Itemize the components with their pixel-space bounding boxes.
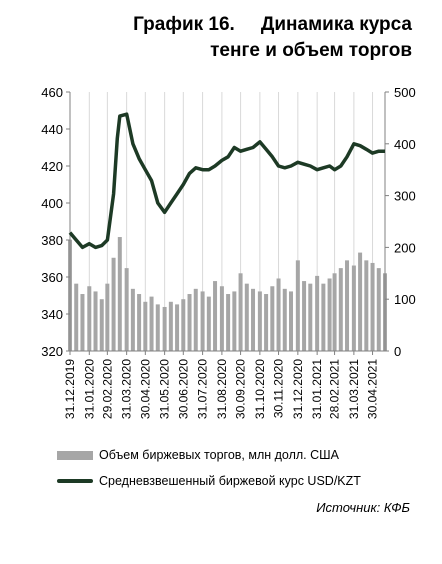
volume-bar — [80, 294, 85, 351]
y-left-tick-label: 320 — [41, 344, 63, 359]
legend-label-volume: Объем биржевых торгов, млн долл. США — [99, 448, 339, 462]
x-tick-label: 31.05.2020 — [158, 359, 172, 419]
volume-bar — [74, 283, 79, 351]
x-tick-label: 31.07.2020 — [196, 359, 210, 419]
legend-swatch-line — [57, 479, 93, 483]
volume-bar — [332, 273, 337, 351]
volume-bar — [168, 301, 173, 351]
volume-bar — [364, 260, 369, 351]
y-left-tick-label: 440 — [41, 122, 63, 137]
y-right-tick-label: 400 — [394, 137, 416, 152]
x-tick-label: 30.04.2021 — [366, 359, 380, 419]
volume-bar — [295, 260, 300, 351]
volume-bar — [226, 294, 231, 351]
volume-bar — [193, 288, 198, 351]
volume-bar — [288, 291, 293, 351]
volume-bar — [117, 237, 122, 351]
legend-label-rate: Средневзвешенный биржевой курс USD/KZT — [99, 474, 361, 488]
x-tick-label: 30.04.2020 — [138, 359, 152, 419]
x-tick-label: 31.03.2021 — [347, 359, 361, 419]
y-left-tick-label: 340 — [41, 307, 63, 322]
x-tick-label: 28.02.2021 — [328, 359, 342, 419]
volume-bar — [200, 291, 205, 351]
volume-bar — [315, 275, 320, 351]
chart-title-line1: Динамика курса — [260, 14, 412, 35]
x-tick-label: 30.06.2020 — [176, 359, 190, 419]
volume-bar — [187, 294, 192, 351]
x-tick-label: 31.12.2020 — [291, 359, 305, 419]
x-tick-label: 31.03.2020 — [120, 359, 134, 419]
chart-title-line2: тенге и объем торгов — [210, 40, 412, 61]
volume-bar — [327, 278, 332, 351]
volume-bar — [206, 296, 211, 351]
x-tick-label: 31.01.2021 — [310, 359, 324, 419]
volume-bar — [321, 283, 326, 351]
x-tick-label: 30.09.2020 — [234, 359, 248, 419]
volume-bar — [162, 306, 167, 351]
y-right-tick-label: 300 — [394, 189, 416, 204]
volume-bar — [302, 281, 307, 351]
volume-bar — [282, 288, 287, 351]
volume-bar — [345, 260, 350, 351]
y-right-tick-label: 100 — [394, 292, 416, 307]
volume-bar — [130, 288, 135, 351]
volume-bar — [308, 283, 313, 351]
x-tick-label: 30.11.2020 — [272, 359, 286, 418]
volume-bar — [99, 299, 104, 351]
volume-bar — [232, 291, 237, 351]
x-tick-label: 29.02.2020 — [100, 359, 114, 419]
x-tick-label: 31.12.2019 — [63, 359, 77, 419]
y-axis-left-labels: 320 340 360 380 400 420 440 460 — [41, 85, 70, 359]
volume-bar — [149, 296, 154, 351]
source-note: Источник: КФБ — [316, 500, 410, 515]
rate-line — [68, 112, 385, 250]
y-axis-right-labels: 0 100 200 300 400 500 — [385, 85, 416, 359]
y-right-tick-label: 500 — [394, 85, 416, 100]
x-tick-label: 31.10.2020 — [253, 359, 267, 419]
volume-bar — [175, 304, 180, 351]
volume-bar — [370, 262, 375, 351]
volume-bar — [257, 291, 262, 351]
x-axis-labels: 31.12.2019 31.01.2020 29.02.2020 31.03.2020… — [63, 351, 380, 419]
volume-bars — [68, 237, 387, 351]
y-left-tick-label: 380 — [41, 233, 63, 248]
volume-bar — [111, 257, 116, 351]
volume-bar — [351, 265, 356, 351]
volume-bar — [376, 268, 381, 351]
volume-bar — [358, 252, 363, 351]
volume-bar — [137, 294, 142, 351]
volume-bar — [105, 283, 110, 351]
volume-bar — [276, 278, 281, 351]
x-tick-label: 31.08.2020 — [215, 359, 229, 419]
legend-item-rate: Средневзвешенный биржевой курс USD/KZT — [57, 474, 361, 488]
legend-swatch-bars — [57, 450, 93, 460]
y-left-tick-label: 360 — [41, 270, 63, 285]
volume-bar — [251, 288, 256, 351]
volume-bar — [338, 268, 343, 351]
volume-bar — [143, 301, 148, 351]
y-left-tick-label: 460 — [41, 85, 63, 100]
chart-number: График 16. — [133, 14, 235, 35]
volume-bar — [93, 291, 98, 351]
volume-bar — [219, 286, 224, 351]
chart-title: График 16. Динамика курса тенге и объем т… — [12, 12, 412, 64]
y-left-tick-label: 400 — [41, 196, 63, 211]
volume-bar — [213, 281, 218, 351]
y-right-tick-label: 200 — [394, 240, 416, 255]
volume-bar — [264, 294, 269, 351]
volume-bar — [87, 286, 92, 351]
volume-bar — [238, 273, 243, 351]
volume-bar — [270, 286, 275, 351]
x-tick-label: 31.01.2020 — [82, 359, 96, 419]
volume-bar — [181, 299, 186, 351]
volume-bar — [155, 304, 160, 351]
y-right-tick-label: 0 — [394, 344, 401, 359]
axes — [69, 92, 386, 352]
volume-bar — [244, 283, 249, 351]
legend-item-volume: Объем биржевых торгов, млн долл. США — [57, 448, 339, 462]
y-left-tick-label: 420 — [41, 159, 63, 174]
volume-bar — [124, 268, 129, 351]
